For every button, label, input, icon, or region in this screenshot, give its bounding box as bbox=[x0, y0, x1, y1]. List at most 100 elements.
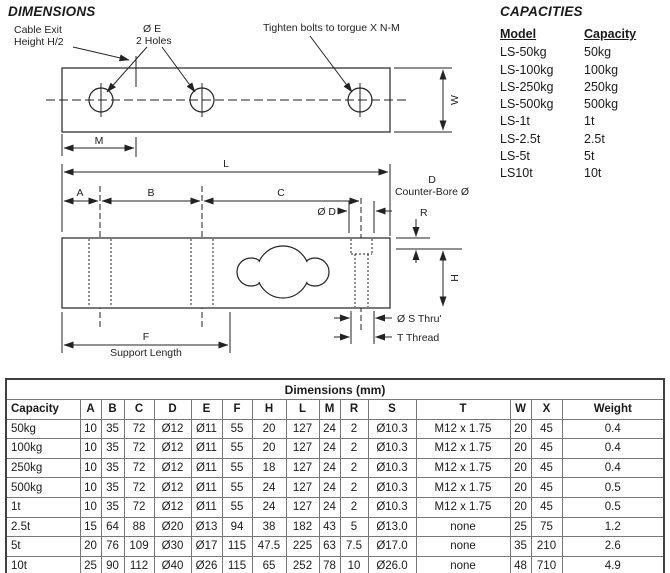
dimension-t-thread: T Thread bbox=[334, 332, 439, 344]
column-header: M bbox=[318, 399, 341, 420]
dimension-cell: 252 bbox=[285, 555, 320, 573]
svg-text:L: L bbox=[223, 158, 229, 170]
dimension-cell: Ø11 bbox=[190, 457, 223, 479]
dimension-cell: 72 bbox=[123, 477, 155, 498]
dimension-cell: 72 bbox=[123, 496, 155, 518]
dimension-cell: 710 bbox=[530, 555, 563, 573]
dimension-cell: Ø20 bbox=[153, 516, 192, 538]
dimension-cell: 35 bbox=[100, 418, 125, 440]
column-header: Weight bbox=[561, 399, 665, 420]
capacity-cell: 10t bbox=[5, 555, 81, 573]
dimension-cell: 10 bbox=[339, 555, 369, 573]
dimensions-heading: DIMENSIONS bbox=[8, 4, 96, 19]
dimension-cell: 20 bbox=[251, 438, 287, 459]
dimension-cell: Ø17.0 bbox=[367, 536, 417, 557]
capacity-value: 250kg bbox=[584, 79, 619, 94]
dimension-cell: 2 bbox=[339, 496, 369, 518]
dimension-cell: 48 bbox=[509, 555, 532, 573]
dimension-cell: 5 bbox=[339, 516, 369, 538]
dimension-cell: 4.9 bbox=[561, 555, 665, 573]
dimension-cell: Ø10.3 bbox=[367, 457, 417, 479]
svg-text:T Thread: T Thread bbox=[397, 332, 439, 344]
capacity-value: 100kg bbox=[584, 62, 619, 77]
dimension-cell: 127 bbox=[285, 438, 320, 459]
dimension-cell: 20 bbox=[509, 477, 532, 498]
table-row: 500kg 10 35 72 Ø12 Ø11 55 24 127 24 2 Ø10.3 M12 x 1.… bbox=[5, 477, 665, 498]
capacity-cell: 100kg bbox=[5, 438, 81, 459]
dimension-cell: 76 bbox=[100, 536, 125, 557]
dimension-cell: Ø30 bbox=[153, 536, 192, 557]
dimension-cell: 38 bbox=[251, 516, 287, 538]
dimension-cell: 115 bbox=[221, 555, 253, 573]
dimension-cell: M12 x 1.75 bbox=[415, 496, 511, 518]
capacity-cell: 250kg bbox=[5, 457, 81, 479]
dimension-cell: 72 bbox=[123, 438, 155, 459]
dimension-cell: none bbox=[415, 555, 511, 573]
svg-text:Cable Exit: Cable Exit bbox=[14, 24, 62, 36]
dimension-cell: 10 bbox=[79, 438, 102, 459]
dimension-cell: 35 bbox=[100, 438, 125, 459]
model-name: LS-5t bbox=[500, 149, 530, 164]
dimension-cell: 20 bbox=[509, 457, 532, 479]
svg-text:R: R bbox=[420, 207, 428, 219]
dimension-cell: 78 bbox=[318, 555, 341, 573]
dimension-cell: 24 bbox=[251, 477, 287, 498]
column-header: E bbox=[190, 399, 223, 420]
dimension-cell: 112 bbox=[123, 555, 155, 573]
dimension-cell: 20 bbox=[79, 536, 102, 557]
dimension-cell: Ø11 bbox=[190, 477, 223, 498]
dimension-cell: 2 bbox=[339, 457, 369, 479]
dimension-cell: 35 bbox=[100, 496, 125, 518]
dimension-cell: 7.5 bbox=[339, 536, 369, 557]
table-row: 100kg 10 35 72 Ø12 Ø11 55 20 127 24 2 Ø10.3 M12 x 1.… bbox=[5, 438, 665, 459]
capacity-cell: 1t bbox=[5, 496, 81, 518]
dimension-cell: 2 bbox=[339, 418, 369, 440]
model-name: LS-100kg bbox=[500, 62, 554, 77]
model-name: LS-500kg bbox=[500, 97, 554, 112]
dimension-cell: 47.5 bbox=[251, 536, 287, 557]
dimension-cell: 127 bbox=[285, 477, 320, 498]
dimension-cell: 15 bbox=[79, 516, 102, 538]
top-view-outline bbox=[46, 56, 406, 133]
dimension-cell: Ø11 bbox=[190, 496, 223, 518]
svg-text:W: W bbox=[449, 95, 461, 105]
dimension-cell: 0.5 bbox=[561, 496, 665, 518]
dimension-cell: 25 bbox=[79, 555, 102, 573]
dimension-cell: 20 bbox=[509, 438, 532, 459]
dimension-cell: Ø13.0 bbox=[367, 516, 417, 538]
column-header: Capacity bbox=[5, 399, 81, 420]
dimension-cell: Ø12 bbox=[153, 457, 192, 479]
svg-text:F: F bbox=[143, 331, 149, 343]
table-row: 1t 10 35 72 Ø12 Ø11 55 24 127 24 2 Ø10.3 M12 x 1.75 2… bbox=[5, 496, 665, 518]
dimension-cell: Ø12 bbox=[153, 418, 192, 440]
capacity-value: 5t bbox=[584, 149, 595, 164]
column-header: F bbox=[221, 399, 253, 420]
dimension-cell: Ø11 bbox=[190, 438, 223, 459]
dimension-cell: 55 bbox=[221, 477, 253, 498]
column-header: D bbox=[153, 399, 192, 420]
model-name: LS-50kg bbox=[500, 45, 547, 60]
dimension-cell: Ø10.3 bbox=[367, 496, 417, 518]
dimension-m: M bbox=[61, 134, 137, 157]
dimension-cell: 115 bbox=[221, 536, 253, 557]
column-header: R bbox=[339, 399, 369, 420]
dimension-cell: 2 bbox=[339, 477, 369, 498]
dimension-cell: 18 bbox=[251, 457, 287, 479]
capacity-cell: 50kg bbox=[5, 418, 81, 440]
dimension-cell: 10 bbox=[79, 477, 102, 498]
dimension-cell: 210 bbox=[530, 536, 563, 557]
dimension-cell: 55 bbox=[221, 457, 253, 479]
dimension-f: F Support Length bbox=[61, 312, 231, 359]
dimension-w: W bbox=[394, 67, 461, 133]
dimension-cell: 35 bbox=[509, 536, 532, 557]
column-header: X bbox=[530, 399, 563, 420]
model-name: LS-2.5t bbox=[500, 131, 541, 146]
dimension-cell: 10 bbox=[79, 457, 102, 479]
svg-text:C: C bbox=[277, 187, 285, 199]
dimension-cell: 2 bbox=[339, 438, 369, 459]
dimension-cell: Ø17 bbox=[190, 536, 223, 557]
dimension-s-thru: Ø S Thru' bbox=[334, 311, 441, 344]
dimensions-table-header-row: Capacity A B C D E F H L M R S T W X Weight bbox=[5, 399, 665, 420]
dimension-cell: Ø10.3 bbox=[367, 477, 417, 498]
dimension-cell: 24 bbox=[318, 418, 341, 440]
